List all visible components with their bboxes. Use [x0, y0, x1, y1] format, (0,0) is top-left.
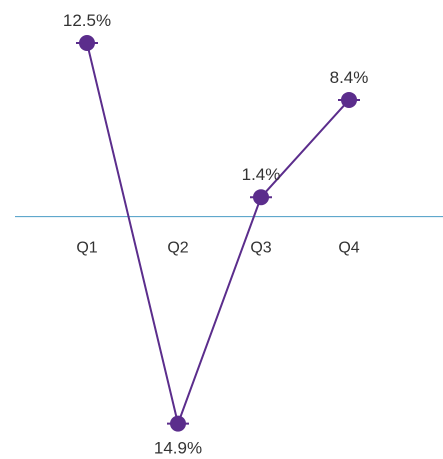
x-tick-label-q4: Q4: [338, 240, 359, 257]
data-point-q2[interactable]: [170, 415, 186, 432]
data-label-q1: 12.5%: [63, 11, 111, 30]
data-label-q2: 14.9%: [154, 439, 202, 458]
series-line: [86, 42, 350, 428]
x-tick-label-q2: Q2: [167, 240, 188, 257]
x-tick-label-q1: Q1: [76, 240, 97, 257]
data-point-q4[interactable]: [341, 91, 357, 108]
data-point-q1[interactable]: [79, 35, 95, 51]
data-label-q4: 8.4%: [330, 68, 369, 87]
data-label-q3: 1.4%: [242, 165, 281, 184]
x-tick-label-q3: Q3: [250, 240, 271, 257]
data-point-q3[interactable]: [253, 189, 269, 206]
